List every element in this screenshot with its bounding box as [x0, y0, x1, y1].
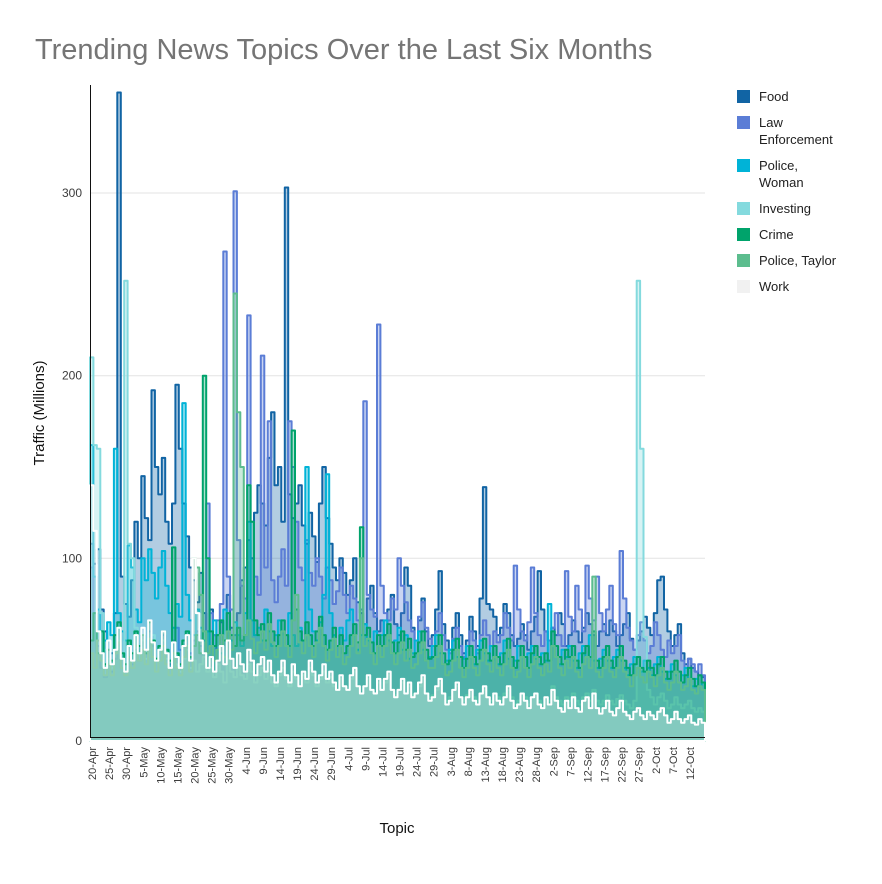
x-tick-label: 13-Aug — [480, 747, 492, 782]
x-tick-label: 22-Sep — [617, 747, 629, 782]
x-tick-label: 25-May — [207, 747, 219, 784]
x-tick-label: 5-May — [138, 747, 150, 778]
x-tick-label: 9-Jul — [360, 747, 372, 771]
x-tick-label: 19-Jul — [395, 747, 407, 777]
x-tick-label: 14-Jul — [377, 747, 389, 777]
x-tick-label: 28-Aug — [531, 747, 543, 782]
x-tick-label: 7-Oct — [668, 747, 680, 774]
legend-item-crime[interactable]: Crime — [737, 226, 879, 243]
x-tick-label: 25-Apr — [104, 747, 116, 780]
legend-label: Food — [759, 89, 789, 104]
x-tick-label: 12-Oct — [685, 747, 697, 780]
x-tick-label: 4-Jul — [343, 747, 355, 771]
x-tick-label: 24-Jun — [309, 747, 321, 781]
x-tick-label: 30-May — [224, 747, 236, 784]
x-tick-label: 2-Sep — [548, 747, 560, 776]
y-tick-label: 100 — [62, 551, 82, 565]
x-tick-label: 10-May — [155, 747, 167, 784]
legend-label: Police, Taylor — [759, 253, 837, 268]
x-tick-label: 12-Sep — [582, 747, 594, 782]
legend-label: Work — [759, 279, 790, 294]
x-tick-label: 29-Jul — [429, 747, 441, 777]
legend-item-work[interactable]: Work — [737, 278, 879, 295]
y-tick-label: 300 — [62, 186, 82, 200]
legend-label: Police, Woman — [759, 158, 804, 190]
x-tick-label: 14-Jun — [275, 747, 287, 781]
x-tick-label: 2-Oct — [651, 747, 663, 774]
x-tick-label: 17-Sep — [600, 747, 612, 782]
x-tick-label: 7-Sep — [565, 747, 577, 776]
x-tick-label: 19-Jun — [292, 747, 304, 781]
x-tick-label: 9-Jun — [258, 747, 270, 775]
x-tick-label: 3-Aug — [446, 747, 458, 776]
x-tick-label: 24-Jul — [412, 747, 424, 777]
tick-label-layer: 0 100 200 300 20-Apr 25-Apr 30-Apr 5-May 10-May 1… — [62, 186, 697, 784]
series-area-work[interactable] — [89, 484, 706, 742]
x-tick-label: 20-Apr — [87, 747, 99, 780]
x-tick-label: 29-Jun — [326, 747, 338, 781]
legend-swatch — [737, 159, 750, 172]
x-tick-label: 30-Apr — [121, 747, 133, 780]
legend: Food Law Enforcement Police, Woman Investing C… — [737, 88, 879, 295]
x-tick-label: 8-Aug — [463, 747, 475, 776]
legend-swatch — [737, 280, 750, 293]
legend-swatch — [737, 90, 750, 103]
legend-item-police-taylor[interactable]: Police, Taylor — [737, 252, 879, 269]
x-tick-label: 27-Sep — [634, 747, 646, 782]
legend-label: Law Enforcement — [759, 115, 833, 147]
x-tick-label: 4-Jun — [241, 747, 253, 775]
x-tick-label: 20-May — [190, 747, 202, 784]
legend-swatch — [737, 116, 750, 129]
x-tick-label: 23-Aug — [514, 747, 526, 782]
chart-plot[interactable]: 0 100 200 300 20-Apr 25-Apr 30-Apr 5-May 10-May 1… — [0, 0, 882, 852]
x-axis-title: Topic — [379, 820, 415, 837]
legend-label: Crime — [759, 227, 794, 242]
legend-item-food[interactable]: Food — [737, 88, 879, 105]
y-axis-title: Traffic (Millions) — [31, 360, 48, 465]
y-tick-label: 200 — [62, 369, 82, 383]
legend-item-police-woman[interactable]: Police, Woman — [737, 157, 879, 191]
legend-label: Investing — [759, 201, 812, 216]
chart-title: Trending News Topics Over the Last Six M… — [35, 34, 653, 66]
legend-item-law-enforcement[interactable]: Law Enforcement — [737, 114, 879, 148]
legend-swatch — [737, 254, 750, 267]
legend-swatch — [737, 202, 750, 215]
axis-layer — [90, 85, 705, 738]
legend-swatch — [737, 228, 750, 241]
legend-item-investing[interactable]: Investing — [737, 200, 879, 217]
x-tick-label: 15-May — [172, 747, 184, 784]
series-layer[interactable] — [89, 91, 706, 742]
y-tick-label: 0 — [75, 734, 82, 748]
x-tick-label: 18-Aug — [497, 747, 509, 782]
